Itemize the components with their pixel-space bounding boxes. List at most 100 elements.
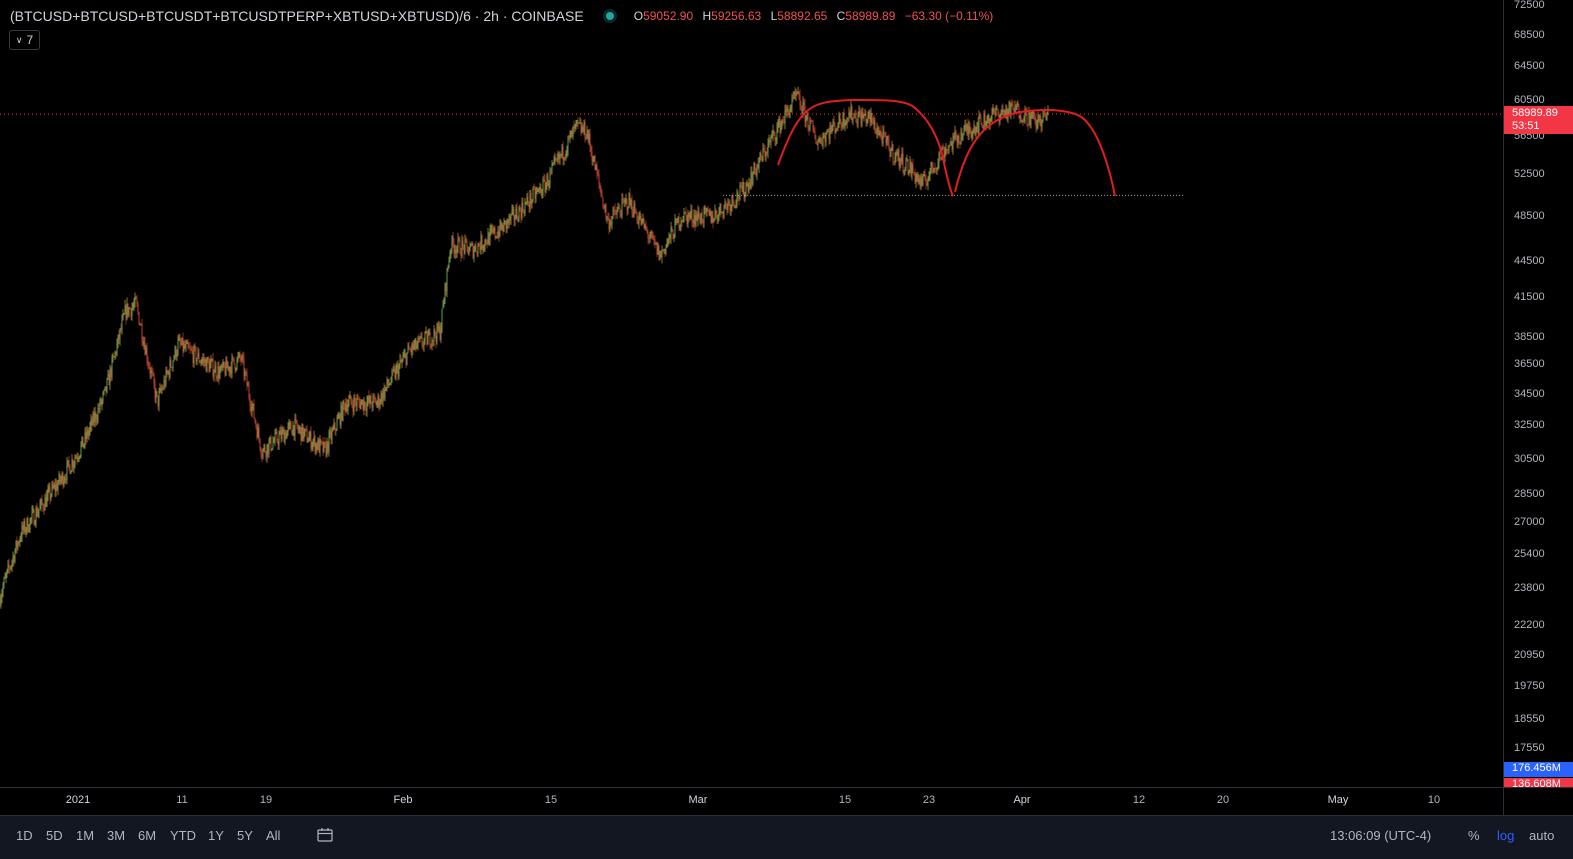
percent-scale-toggle[interactable]: % bbox=[1468, 828, 1480, 843]
candle-body bbox=[470, 244, 472, 246]
candle-body bbox=[427, 335, 429, 345]
range-button-1y[interactable]: 1Y bbox=[208, 828, 224, 843]
candle-body bbox=[172, 360, 174, 368]
candle-body bbox=[529, 193, 531, 208]
candle-body bbox=[464, 239, 466, 254]
candle-body bbox=[653, 239, 655, 241]
candle-body bbox=[855, 114, 857, 123]
candle-body bbox=[65, 478, 67, 480]
candle-body bbox=[982, 127, 984, 129]
candle-body bbox=[903, 170, 905, 172]
candle-body bbox=[704, 208, 706, 210]
candle-body bbox=[56, 483, 58, 491]
range-button-1m[interactable]: 1M bbox=[76, 828, 95, 843]
candle-body bbox=[803, 102, 805, 106]
candle-body bbox=[888, 140, 890, 150]
candle-body bbox=[548, 182, 550, 187]
candle-body bbox=[324, 442, 326, 445]
candlestick-plot[interactable] bbox=[0, 0, 1503, 787]
candle-body bbox=[517, 218, 519, 222]
candle-body bbox=[200, 362, 202, 364]
candle-body bbox=[481, 235, 483, 249]
indicator-count: 7 bbox=[26, 33, 34, 47]
goto-date-icon[interactable] bbox=[316, 826, 334, 847]
candle-body bbox=[889, 149, 891, 157]
clock-timezone[interactable]: 13:06:09 (UTC-4) bbox=[1330, 828, 1432, 843]
candle-body bbox=[63, 480, 65, 486]
auto-scale-toggle[interactable]: auto bbox=[1529, 828, 1555, 843]
price-tick-label: 52500 bbox=[1514, 168, 1545, 181]
price-tick-label: 72500 bbox=[1514, 0, 1545, 11]
candle-body bbox=[362, 399, 364, 411]
candle-body bbox=[532, 188, 534, 201]
candle-body bbox=[812, 121, 814, 131]
candle-body bbox=[224, 367, 226, 376]
chart-pane[interactable]: (BTCUSD+BTCUSD+BTCUSDT+BTCUSDTPERP+XBTUS… bbox=[0, 0, 1503, 787]
candle-body bbox=[843, 112, 845, 127]
price-axis[interactable]: 72500 68500 64500 60500 56500 52500 48500 44500… bbox=[1503, 0, 1573, 787]
range-button-5d[interactable]: 5D bbox=[46, 828, 63, 843]
candle-body bbox=[876, 127, 878, 133]
candle-body bbox=[113, 356, 115, 358]
candle-body bbox=[38, 509, 40, 513]
candle-body bbox=[663, 248, 665, 252]
candle-body bbox=[446, 268, 448, 292]
candle-body bbox=[992, 108, 994, 114]
candle-body bbox=[359, 401, 361, 409]
candle-body bbox=[714, 210, 716, 220]
range-button-ytd[interactable]: YTD bbox=[170, 828, 196, 843]
range-button-5y[interactable]: 5Y bbox=[237, 828, 253, 843]
indicators-collapse-button[interactable]: ∨ 7 bbox=[9, 30, 40, 50]
candle-body bbox=[797, 92, 799, 95]
candle-body bbox=[586, 130, 588, 139]
candle-body bbox=[811, 120, 813, 122]
symbol-title[interactable]: (BTCUSD+BTCUSD+BTCUSDT+BTCUSDTPERP+XBTUS… bbox=[10, 8, 584, 24]
candle-body bbox=[502, 225, 504, 232]
candle-body bbox=[820, 138, 822, 144]
candle-body bbox=[129, 307, 131, 309]
candle-body bbox=[451, 235, 453, 250]
range-button-3m[interactable]: 3M bbox=[107, 828, 126, 843]
price-tick-label: 28500 bbox=[1514, 488, 1545, 501]
candle-body bbox=[978, 114, 980, 133]
candle-body bbox=[964, 124, 966, 127]
candle-body bbox=[560, 154, 562, 156]
candle-body bbox=[906, 159, 908, 161]
candle-body bbox=[301, 424, 303, 442]
candle-body bbox=[94, 412, 96, 423]
candle-body bbox=[418, 338, 420, 340]
candle-body bbox=[667, 239, 669, 244]
candle-body bbox=[558, 153, 560, 160]
candle-body bbox=[770, 137, 772, 143]
candle-body bbox=[681, 220, 683, 222]
high-label: H bbox=[702, 9, 712, 23]
candle-body bbox=[430, 345, 432, 347]
candle-body bbox=[285, 432, 287, 439]
candle-body bbox=[1, 593, 3, 599]
candle-body bbox=[33, 509, 35, 525]
candle-body bbox=[466, 240, 468, 247]
candle-body bbox=[698, 210, 700, 218]
candle-body bbox=[659, 250, 661, 260]
candle-body bbox=[918, 178, 920, 182]
candle-body bbox=[173, 357, 175, 361]
candle-body bbox=[742, 182, 744, 192]
time-axis[interactable]: 2021 11 19 Feb 15 Mar 15 23 Apr 12 20 May 10 bbox=[0, 787, 1503, 815]
candle-body bbox=[718, 210, 720, 219]
candle-body bbox=[542, 179, 544, 195]
range-button-all[interactable]: All bbox=[266, 828, 281, 843]
candle-body bbox=[938, 152, 940, 164]
candle-body bbox=[743, 182, 745, 199]
candle-body bbox=[768, 140, 770, 143]
range-button-1d[interactable]: 1D bbox=[16, 828, 33, 843]
candle-body bbox=[388, 384, 390, 386]
candle-body bbox=[407, 345, 409, 353]
candle-body bbox=[534, 188, 536, 199]
range-button-6m[interactable]: 6M bbox=[138, 828, 157, 843]
candle-body bbox=[976, 122, 978, 129]
candle-body bbox=[762, 148, 764, 161]
log-scale-toggle[interactable]: log bbox=[1497, 828, 1515, 843]
candle-body bbox=[265, 452, 267, 457]
price-tick-label: 34500 bbox=[1514, 387, 1545, 400]
candle-body bbox=[920, 176, 922, 186]
